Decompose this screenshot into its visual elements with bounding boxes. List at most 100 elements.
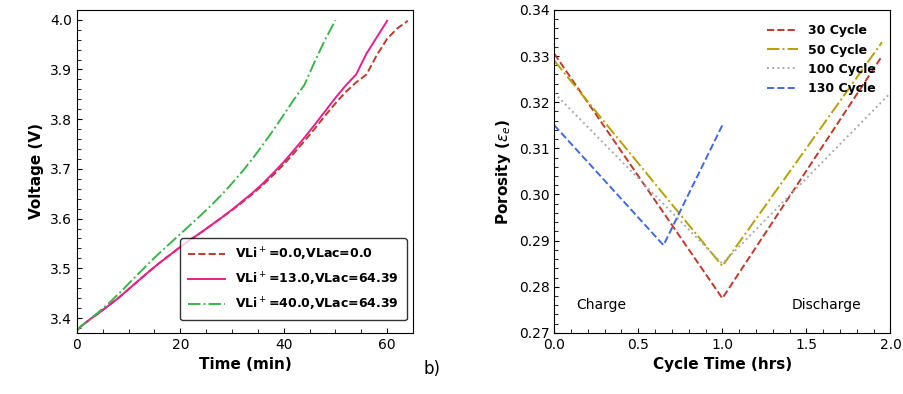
VLi$^+$=0.0,VLac=0.0 (134, 278, 144, 282)
VLi$^+$=0.0,VLac=0.0 (320, 113, 330, 118)
Y-axis label: Porosity ($\varepsilon_e$): Porosity ($\varepsilon_e$) (494, 118, 513, 225)
VLi$^+$=13.0,VLac=64.39 (195, 230, 206, 235)
VLi$^+$=0.0,VLac=0.0 (309, 126, 320, 131)
Line: 130 Cycle: 130 Cycle (554, 125, 721, 245)
VLi$^+$=13.0,VLac=64.39 (350, 72, 361, 77)
Legend: VLi$^+$=0.0,VLac=0.0, VLi$^+$=13.0,VLac=64.39, VLi$^+$=40.0,VLac=64.39: VLi$^+$=0.0,VLac=0.0, VLi$^+$=13.0,VLac=… (181, 238, 406, 320)
VLi$^+$=13.0,VLac=64.39 (71, 328, 82, 333)
VLi$^+$=0.0,VLac=0.0 (299, 139, 310, 143)
VLi$^+$=40.0,VLac=64.39 (123, 281, 134, 286)
VLi$^+$=0.0,VLac=0.0 (154, 260, 165, 265)
VLi$^+$=13.0,VLac=64.39 (117, 291, 128, 296)
VLi$^+$=13.0,VLac=64.39 (92, 312, 103, 316)
30 Cycle (716, 296, 727, 301)
VLi$^+$=0.0,VLac=0.0 (247, 191, 258, 196)
VLi$^+$=13.0,VLac=64.39 (227, 207, 237, 212)
VLi$^+$=13.0,VLac=64.39 (309, 122, 320, 127)
VLi$^+$=13.0,VLac=64.39 (299, 135, 310, 140)
VLi$^+$=13.0,VLac=64.39 (330, 95, 340, 100)
VLi$^+$=13.0,VLac=64.39 (371, 35, 382, 39)
VLi$^+$=0.0,VLac=0.0 (360, 72, 371, 77)
VLi$^+$=40.0,VLac=64.39 (257, 142, 268, 147)
50 Cycle (716, 264, 727, 268)
VLi$^+$=40.0,VLac=64.39 (278, 112, 289, 117)
VLi$^+$=40.0,VLac=64.39 (117, 287, 128, 292)
VLi$^+$=40.0,VLac=64.39 (227, 181, 237, 186)
VLi$^+$=0.0,VLac=0.0 (206, 223, 217, 227)
VLi$^+$=0.0,VLac=0.0 (102, 304, 113, 309)
VLi$^+$=0.0,VLac=0.0 (92, 312, 103, 316)
VLi$^+$=40.0,VLac=64.39 (330, 18, 340, 22)
VLi$^+$=40.0,VLac=64.39 (164, 241, 175, 246)
VLi$^+$=40.0,VLac=64.39 (102, 302, 113, 307)
VLi$^+$=40.0,VLac=64.39 (154, 251, 165, 255)
VLi$^+$=13.0,VLac=64.39 (81, 319, 92, 324)
VLi$^+$=40.0,VLac=64.39 (320, 37, 330, 42)
Legend: 30 Cycle, 50 Cycle, 100 Cycle, 130 Cycle: 30 Cycle, 50 Cycle, 100 Cycle, 130 Cycle (761, 19, 880, 100)
VLi$^+$=13.0,VLac=64.39 (257, 181, 268, 186)
VLi$^+$=0.0,VLac=0.0 (164, 253, 175, 257)
VLi$^+$=13.0,VLac=64.39 (134, 278, 144, 282)
VLi$^+$=0.0,VLac=0.0 (117, 291, 128, 296)
VLi$^+$=40.0,VLac=64.39 (309, 59, 320, 64)
Line: VLi$^+$=40.0,VLac=64.39: VLi$^+$=40.0,VLac=64.39 (77, 20, 335, 331)
130 Cycle (657, 243, 668, 247)
VLi$^+$=13.0,VLac=64.39 (206, 223, 217, 227)
VLi$^+$=0.0,VLac=0.0 (77, 323, 88, 328)
VLi$^+$=0.0,VLac=0.0 (144, 269, 154, 274)
VLi$^+$=40.0,VLac=64.39 (288, 97, 299, 102)
VLi$^+$=40.0,VLac=64.39 (77, 323, 88, 328)
VLi$^+$=13.0,VLac=64.39 (340, 83, 351, 88)
VLi$^+$=13.0,VLac=64.39 (123, 287, 134, 292)
VLi$^+$=40.0,VLac=64.39 (247, 156, 258, 161)
Line: VLi$^+$=0.0,VLac=0.0: VLi$^+$=0.0,VLac=0.0 (77, 21, 407, 331)
Y-axis label: Voltage (V): Voltage (V) (30, 123, 44, 219)
VLi$^+$=40.0,VLac=64.39 (299, 82, 310, 87)
VLi$^+$=0.0,VLac=0.0 (81, 319, 92, 324)
VLi$^+$=13.0,VLac=64.39 (144, 269, 154, 274)
VLi$^+$=0.0,VLac=0.0 (107, 300, 118, 305)
VLi$^+$=0.0,VLac=0.0 (98, 308, 108, 312)
VLi$^+$=0.0,VLac=0.0 (257, 182, 268, 187)
VLi$^+$=0.0,VLac=0.0 (267, 173, 278, 177)
VLi$^+$=40.0,VLac=64.39 (87, 315, 98, 320)
VLi$^+$=40.0,VLac=64.39 (113, 292, 124, 297)
VLi$^+$=0.0,VLac=0.0 (350, 80, 361, 85)
VLi$^+$=0.0,VLac=0.0 (237, 200, 247, 204)
VLi$^+$=40.0,VLac=64.39 (71, 328, 82, 333)
VLi$^+$=13.0,VLac=64.39 (267, 171, 278, 175)
Line: 100 Cycle: 100 Cycle (554, 93, 889, 264)
VLi$^+$=40.0,VLac=64.39 (98, 306, 108, 311)
30 Cycle (876, 54, 887, 58)
VLi$^+$=13.0,VLac=64.39 (320, 109, 330, 113)
VLi$^+$=0.0,VLac=0.0 (402, 19, 413, 23)
X-axis label: Time (min): Time (min) (199, 357, 291, 372)
VLi$^+$=0.0,VLac=0.0 (381, 36, 392, 41)
VLi$^+$=13.0,VLac=64.39 (113, 296, 124, 301)
VLi$^+$=0.0,VLac=0.0 (174, 245, 185, 249)
VLi$^+$=0.0,VLac=0.0 (227, 208, 237, 212)
VLi$^+$=40.0,VLac=64.39 (195, 213, 206, 217)
VLi$^+$=0.0,VLac=0.0 (71, 328, 82, 333)
50 Cycle (876, 40, 887, 45)
VLi$^+$=13.0,VLac=64.39 (360, 51, 371, 56)
VLi$^+$=40.0,VLac=64.39 (237, 169, 247, 174)
VLi$^+$=40.0,VLac=64.39 (185, 222, 196, 227)
VLi$^+$=0.0,VLac=0.0 (371, 53, 382, 58)
VLi$^+$=0.0,VLac=0.0 (330, 101, 340, 106)
100 Cycle (884, 91, 895, 95)
30 Cycle (548, 51, 559, 56)
VLi$^+$=13.0,VLac=64.39 (381, 19, 392, 23)
VLi$^+$=13.0,VLac=64.39 (107, 300, 118, 305)
VLi$^+$=0.0,VLac=0.0 (113, 296, 124, 301)
Line: 50 Cycle: 50 Cycle (554, 42, 881, 266)
50 Cycle (548, 58, 559, 63)
100 Cycle (548, 91, 559, 95)
VLi$^+$=40.0,VLac=64.39 (206, 203, 217, 208)
100 Cycle (716, 261, 727, 266)
Text: b): b) (424, 360, 440, 378)
VLi$^+$=40.0,VLac=64.39 (92, 311, 103, 316)
VLi$^+$=40.0,VLac=64.39 (107, 297, 118, 301)
VLi$^+$=0.0,VLac=0.0 (340, 89, 351, 94)
130 Cycle (716, 123, 727, 128)
